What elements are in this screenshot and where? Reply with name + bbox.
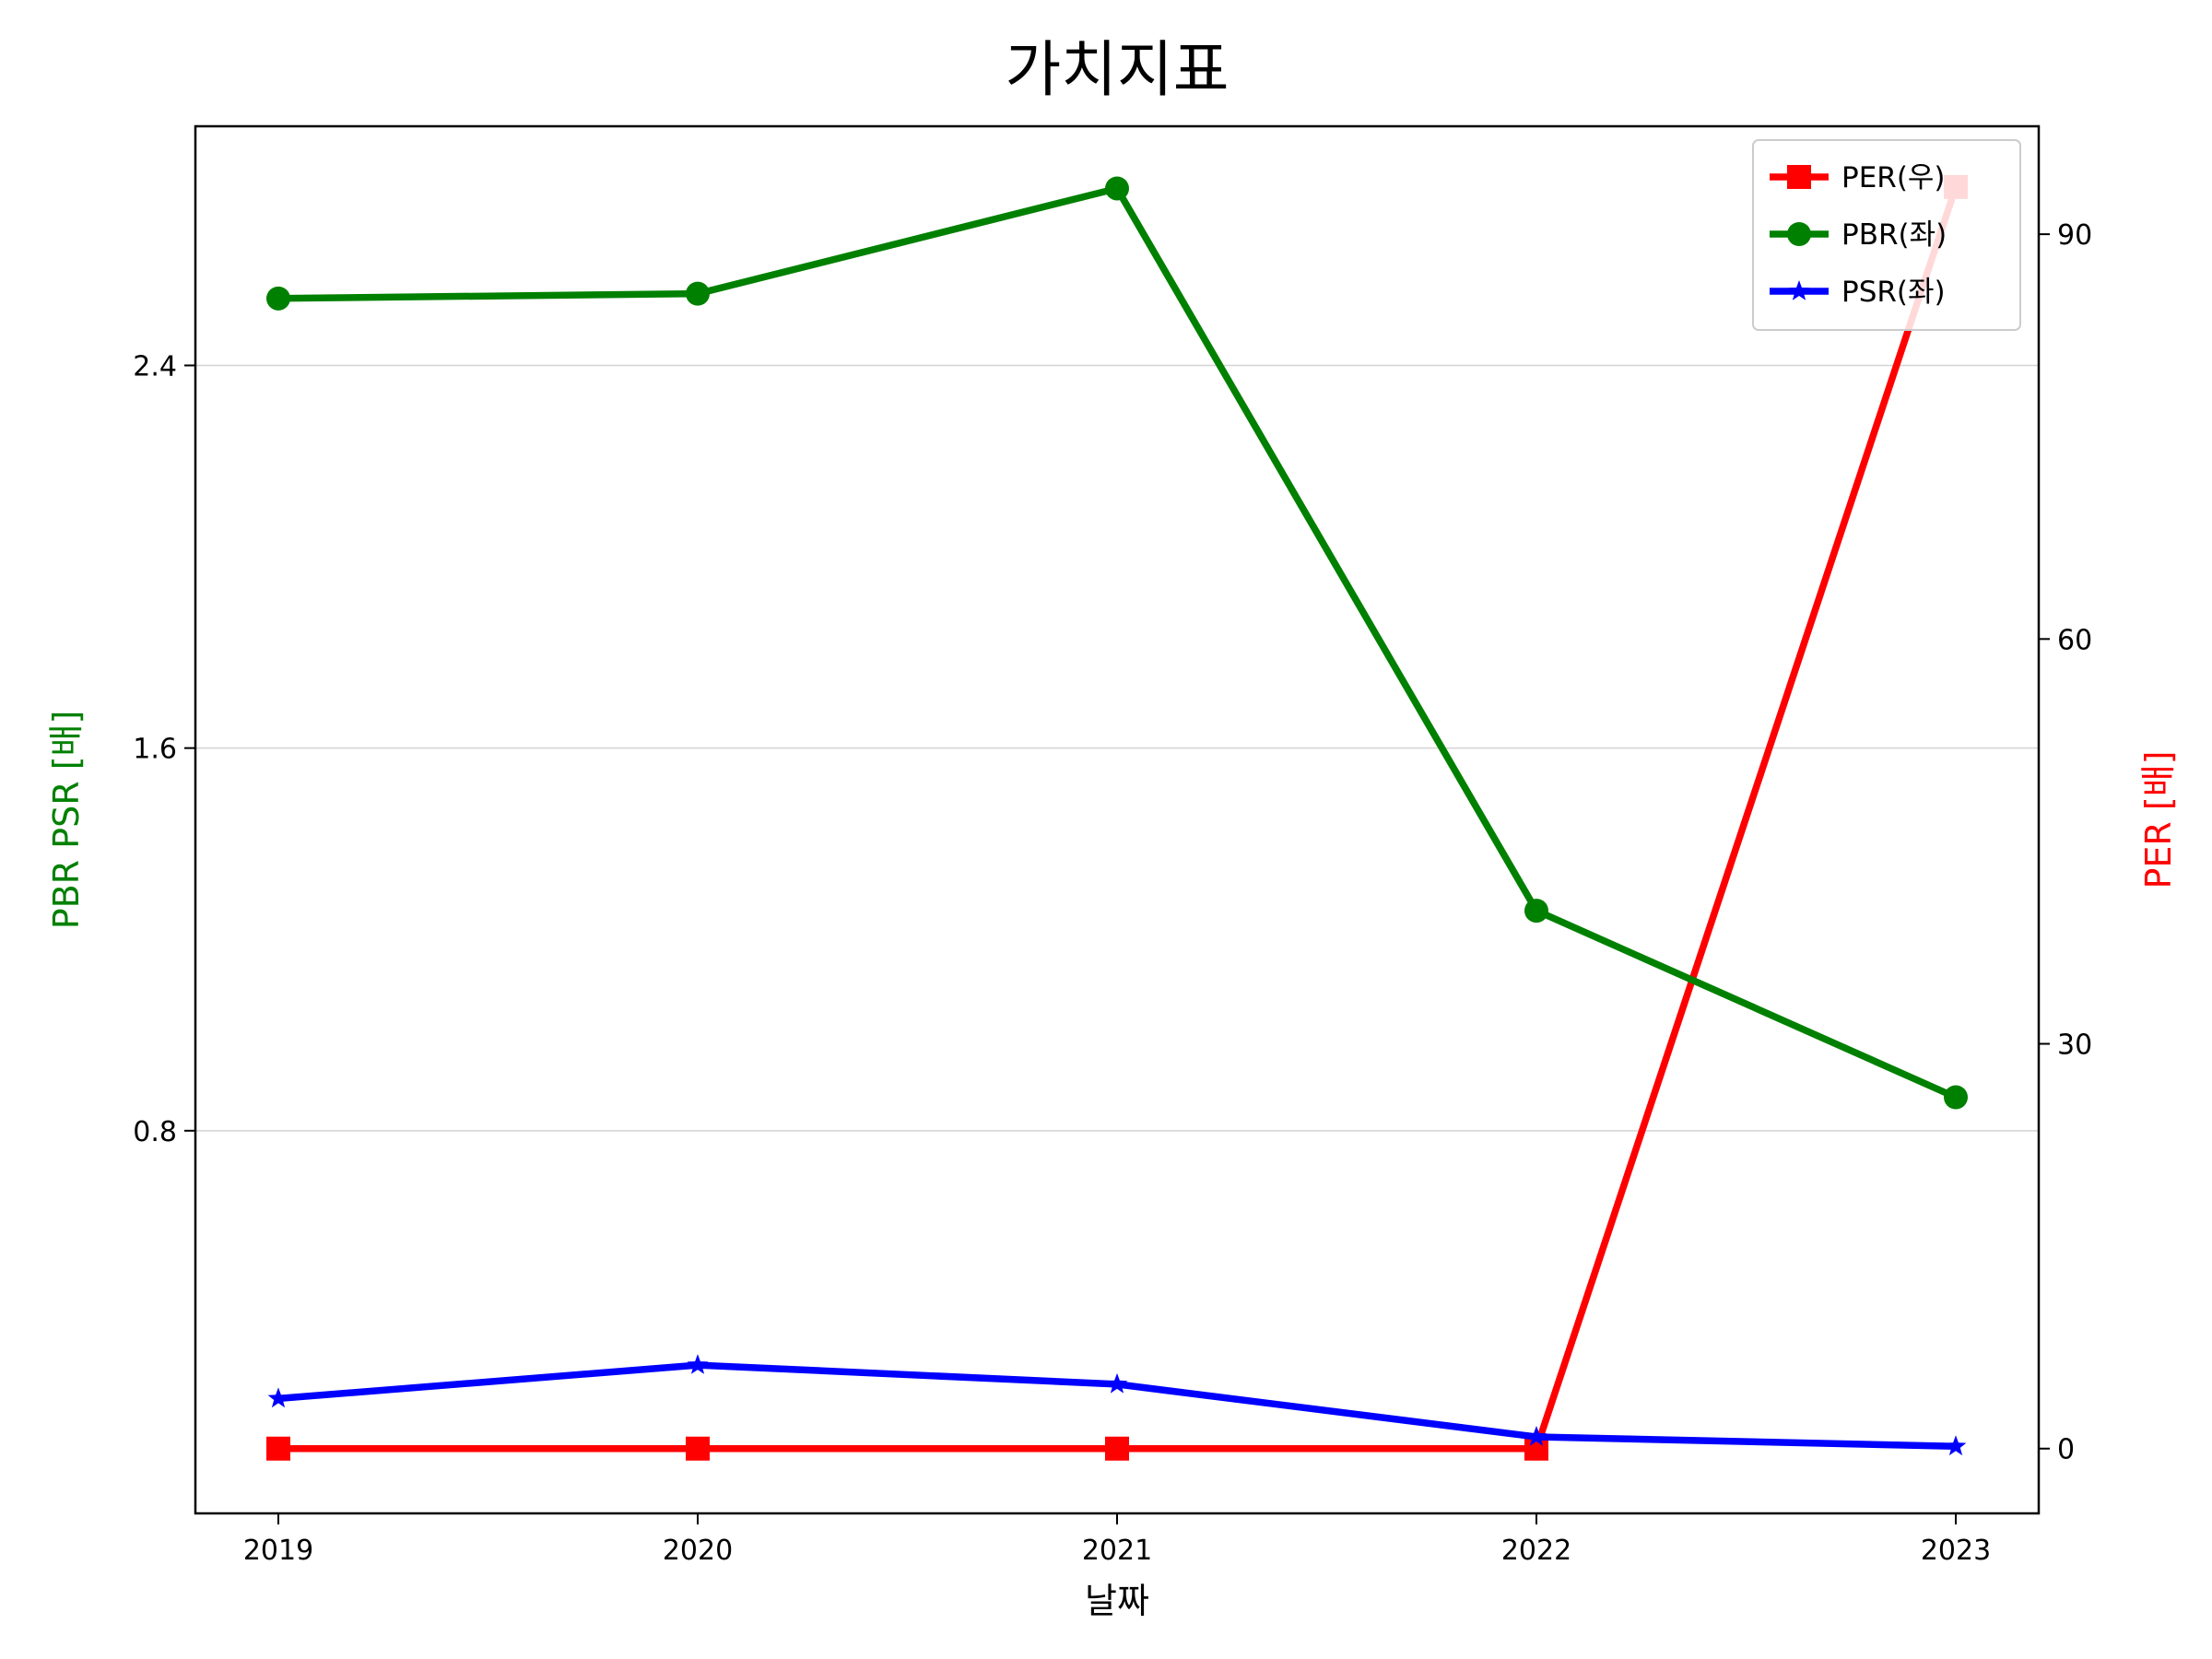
legend-item-per: PER(우) xyxy=(1770,161,1946,194)
y-left-tick-label: 0.8 xyxy=(133,1116,177,1148)
data-point-pbr xyxy=(686,281,710,306)
data-point-per xyxy=(266,1436,290,1461)
x-tick-label: 2020 xyxy=(663,1535,733,1567)
grid-layer xyxy=(195,364,2039,1132)
y-right-tick-label: 30 xyxy=(2057,1030,2092,1062)
data-point-pbr xyxy=(266,286,290,311)
legend-item-psr: PSR(좌) xyxy=(1770,276,1946,309)
legend-marker xyxy=(1787,165,1811,189)
y-left-axis-title: PBR PSR [배] xyxy=(46,711,87,930)
y-right-tick-label: 0 xyxy=(2057,1434,2075,1466)
legend-label: PSR(좌) xyxy=(1841,276,1946,309)
series-layer xyxy=(266,174,1968,1461)
legend: PER(우) PBR(좌) PSR(좌) xyxy=(1752,139,2021,331)
x-tick-label: 2021 xyxy=(1082,1535,1152,1567)
data-point-pbr xyxy=(1944,1085,1968,1110)
y-right-tick-label: 90 xyxy=(2057,219,2092,252)
legend-label: PBR(좌) xyxy=(1841,218,1947,252)
data-point-per xyxy=(1105,1436,1129,1461)
data-point-pbr xyxy=(1105,176,1129,201)
y-right-axis-title: PER [배] xyxy=(2138,750,2179,888)
data-point-psr xyxy=(687,1354,709,1374)
y-left-tick-label: 1.6 xyxy=(133,734,177,766)
chart-title: 가치지표 xyxy=(1006,34,1230,105)
data-point-pbr xyxy=(1524,899,1548,924)
y-left-tick-label: 2.4 xyxy=(133,350,177,382)
x-axis-title: 날짜 xyxy=(1085,1581,1149,1621)
legend-marker xyxy=(1788,280,1810,300)
y-right-tick-label: 60 xyxy=(2057,624,2092,656)
legend-label: PER(우) xyxy=(1841,161,1946,194)
data-point-psr xyxy=(1525,1426,1547,1446)
legend-marker xyxy=(1787,222,1811,246)
series-psr xyxy=(267,1354,1967,1456)
axis-layer: 0.8 1.6 2.4 0 30 60 90 2019 2020 2021 2022 2023 xyxy=(133,219,2092,1567)
data-point-psr xyxy=(1106,1372,1128,1394)
x-tick-label: 2022 xyxy=(1501,1535,1571,1567)
legend-box xyxy=(1752,139,2021,331)
data-point-per xyxy=(686,1436,710,1461)
x-tick-label: 2019 xyxy=(243,1535,313,1567)
x-tick-label: 2023 xyxy=(1921,1535,1991,1567)
data-point-psr xyxy=(1945,1435,1967,1456)
series-pbr xyxy=(266,176,1968,1110)
legend-item-pbr: PBR(좌) xyxy=(1770,218,1947,252)
data-point-psr xyxy=(267,1387,289,1408)
